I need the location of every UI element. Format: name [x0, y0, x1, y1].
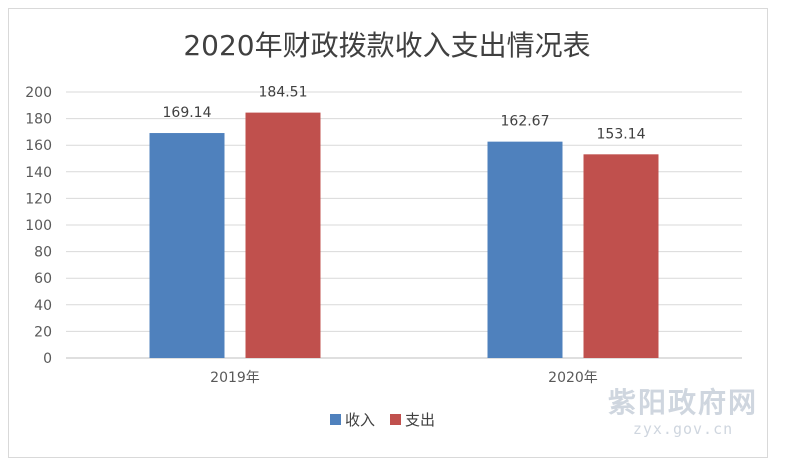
- data-label: 153.14: [597, 126, 646, 142]
- bar-income: [149, 133, 225, 358]
- data-label: 169.14: [163, 105, 212, 121]
- y-axis: 0 20 40 60 80 100 120 140 160 180 200: [25, 85, 52, 367]
- y-tick-label: 0: [43, 351, 52, 367]
- y-tick-label: 40: [34, 298, 52, 314]
- y-tick-label: 160: [25, 138, 52, 154]
- chart-title: 2020年财政拨款收入支出情况表: [183, 29, 590, 62]
- legend-swatch: [330, 414, 341, 425]
- legend: 收入 支出: [330, 411, 435, 429]
- y-tick-label: 80: [34, 245, 52, 261]
- y-tick-label: 20: [34, 324, 52, 340]
- x-tick-label: 2020年: [548, 370, 598, 386]
- bars: [149, 112, 659, 358]
- y-tick-label: 140: [25, 165, 52, 181]
- y-tick-label: 100: [25, 218, 52, 234]
- bar-income: [487, 141, 563, 358]
- y-tick-label: 180: [25, 112, 52, 128]
- legend-label: 收入: [345, 411, 375, 429]
- data-labels: 169.14 184.51 162.67 153.14: [163, 85, 646, 143]
- y-tick-label: 200: [25, 85, 52, 101]
- bar-expense: [583, 154, 659, 358]
- legend-swatch: [390, 414, 401, 425]
- x-tick-label: 2019年: [210, 370, 260, 386]
- legend-label: 支出: [405, 411, 435, 429]
- data-label: 162.67: [501, 114, 550, 130]
- bar-expense: [245, 112, 321, 358]
- y-tick-label: 120: [25, 191, 52, 207]
- watermark-sub: zyx.gov.cn: [632, 420, 734, 438]
- x-axis: 2019年 2020年: [210, 370, 598, 386]
- y-tick-label: 60: [34, 271, 52, 287]
- watermark-main: 紫阳政府网: [607, 386, 758, 419]
- data-label: 184.51: [259, 85, 308, 101]
- watermark-logo: 紫阳政府网 zyx.gov.cn: [598, 386, 768, 438]
